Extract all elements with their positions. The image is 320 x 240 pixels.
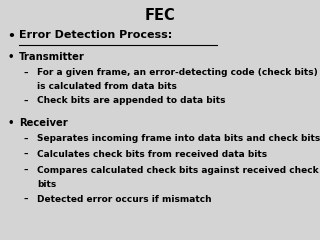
Text: Error Detection Process:: Error Detection Process: <box>19 30 172 40</box>
Text: bits: bits <box>37 180 56 189</box>
Text: •: • <box>7 30 15 43</box>
Text: Detected error occurs if mismatch: Detected error occurs if mismatch <box>37 195 212 204</box>
Text: Calculates check bits from received data bits: Calculates check bits from received data… <box>37 150 267 159</box>
Text: •: • <box>7 118 13 128</box>
Text: –: – <box>24 134 28 144</box>
Text: Check bits are appended to data bits: Check bits are appended to data bits <box>37 96 225 106</box>
Text: For a given frame, an error-detecting code (check bits): For a given frame, an error-detecting co… <box>37 68 317 77</box>
Text: –: – <box>24 96 28 106</box>
Text: FEC: FEC <box>145 8 175 24</box>
Text: is calculated from data bits: is calculated from data bits <box>37 82 177 91</box>
Text: –: – <box>24 150 28 159</box>
Text: Separates incoming frame into data bits and check bits: Separates incoming frame into data bits … <box>37 134 320 144</box>
Text: Transmitter: Transmitter <box>19 52 85 62</box>
Text: –: – <box>24 195 28 204</box>
Text: •: • <box>7 52 13 62</box>
Text: Compares calculated check bits against received check: Compares calculated check bits against r… <box>37 166 318 175</box>
Text: –: – <box>24 166 28 175</box>
Text: Receiver: Receiver <box>19 118 68 128</box>
Text: –: – <box>24 68 28 77</box>
